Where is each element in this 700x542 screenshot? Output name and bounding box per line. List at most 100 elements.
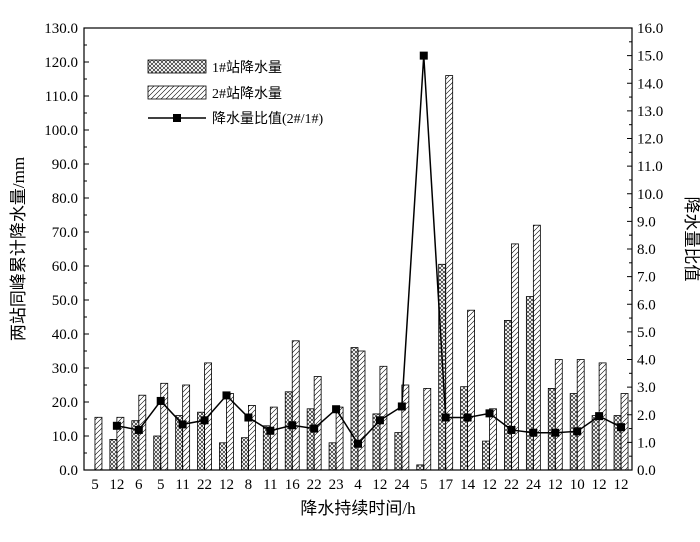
y2-tick-label: 1.0 (637, 435, 656, 451)
x-axis-ticks: 5 12 6 5 11 22 12 8 11 16 22 23 4 12 24 5 17 14 12 22 24 12 10… (91, 465, 629, 493)
bar-station2 (554, 359, 563, 471)
y2-axis-label: 降水量比值 (682, 197, 700, 282)
ratio-marker (419, 51, 428, 60)
ratio-marker (507, 425, 516, 434)
x-tick-label: 12 (372, 477, 387, 493)
right-axis-ticks: 0.0 1.0 2.0 3.0 4.0 5.0 6.0 7.0 8.0 9.0 10.0 11.0 12… (627, 21, 663, 479)
bar-station2 (226, 393, 234, 471)
bar-station2 (291, 340, 300, 471)
ratio-marker (200, 416, 209, 425)
x-tick-label: 12 (614, 477, 629, 493)
bar-station1 (306, 408, 315, 471)
ratio-line (116, 55, 622, 445)
x-tick-label: 5 (420, 477, 428, 493)
y-tick-label: 70.0 (52, 225, 78, 241)
y-axis-label: 两站同峰累计降水量/mm (9, 157, 28, 341)
bar-station2 (620, 393, 629, 471)
x-tick-label: 22 (504, 477, 519, 493)
x-tick-label: 22 (307, 477, 322, 493)
bar-station2 (423, 387, 432, 471)
ratio-marker (529, 428, 538, 437)
ratio-marker (485, 409, 494, 418)
x-tick-label: 8 (245, 477, 253, 493)
x-tick-label: 24 (526, 477, 542, 493)
y2-tick-label: 10.0 (637, 187, 663, 203)
bar-station1 (284, 391, 293, 471)
x-tick-label: 11 (175, 477, 189, 493)
ratio-marker (134, 425, 143, 434)
bar-station1 (482, 440, 490, 471)
bar-station2 (269, 406, 278, 471)
x-tick-label: 12 (482, 477, 497, 493)
ratio-marker (573, 427, 582, 436)
x-tick-label: 4 (354, 477, 362, 493)
y-tick-label: 10.0 (52, 429, 78, 445)
bar-station2 (467, 309, 476, 471)
ratio-marker (288, 421, 297, 430)
bar-station2 (335, 406, 344, 471)
y-tick-label: 0.0 (59, 463, 78, 479)
x-tick-label: 6 (135, 477, 143, 493)
ratio-marker (595, 412, 604, 421)
x-tick-label: 10 (570, 477, 585, 493)
y2-tick-label: 2.0 (637, 408, 656, 424)
y2-tick-label: 7.0 (637, 270, 656, 286)
y-tick-label: 110.0 (45, 89, 78, 105)
ratio-marker (441, 413, 450, 422)
x-tick-label: 5 (157, 477, 165, 493)
bar-station2 (511, 243, 519, 471)
bar-station2 (445, 75, 454, 471)
bar-station1 (219, 442, 227, 471)
x-tick-label: 5 (91, 477, 99, 493)
ratio-marker (354, 439, 362, 448)
bar-station1 (153, 435, 162, 471)
bar-station1 (240, 437, 249, 471)
bar-station1 (460, 386, 469, 471)
ratio-marker (375, 416, 384, 425)
x-tick-label: 11 (263, 477, 277, 493)
y2-tick-label: 16.0 (637, 21, 663, 37)
x-tick-label: 16 (285, 477, 301, 493)
ratio-marker (222, 391, 231, 400)
y-tick-label: 40.0 (52, 327, 78, 343)
x-tick-label: 17 (438, 477, 454, 493)
ratio-marker (397, 402, 406, 411)
x-tick-label: 14 (460, 477, 476, 493)
ratio-marker (244, 413, 253, 422)
x-tick-label: 23 (329, 477, 344, 493)
legend-label-station1: 1#站降水量 (212, 60, 282, 76)
ratio-marker (332, 405, 341, 414)
y2-tick-label: 0.0 (637, 463, 656, 479)
y-tick-label: 50.0 (52, 293, 78, 309)
y-tick-label: 120.0 (44, 55, 78, 71)
legend-label-ratio: 降水量比值(2#/1#) (212, 111, 324, 127)
bar-station1 (591, 415, 600, 471)
ratio-marker (266, 426, 275, 435)
y2-tick-label: 9.0 (637, 214, 656, 230)
bar-station1 (525, 296, 534, 471)
y2-tick-label: 15.0 (637, 49, 663, 65)
y-tick-label: 130.0 (44, 21, 78, 37)
bar-station1 (109, 438, 118, 471)
legend-swatch-station1 (147, 59, 207, 74)
legend: 1#站降水量 2#站降水量 降水量比值(2#/1#) (147, 59, 324, 127)
left-axis-ticks: 0.0 10.0 20.0 30.0 40.0 50.0 60.0 70.0 80.0 90.0 1… (44, 21, 89, 479)
x-tick-label: 22 (197, 477, 212, 493)
y2-tick-label: 11.0 (637, 159, 663, 175)
y-tick-label: 90.0 (52, 157, 78, 173)
bar-station1 (416, 464, 425, 471)
x-axis-label: 降水持续时间/h (300, 499, 416, 518)
ratio-marker (112, 421, 121, 430)
y-tick-label: 30.0 (52, 361, 78, 377)
y-tick-label: 80.0 (52, 191, 78, 207)
x-tick-label: 12 (592, 477, 607, 493)
y2-tick-label: 13.0 (637, 104, 663, 120)
x-tick-label: 12 (548, 477, 563, 493)
bar-station2 (94, 416, 103, 471)
ratio-line-layer (112, 51, 626, 448)
bar-station1 (350, 347, 359, 471)
legend-swatch-station2 (147, 85, 207, 100)
x-tick-label: 12 (109, 477, 124, 493)
